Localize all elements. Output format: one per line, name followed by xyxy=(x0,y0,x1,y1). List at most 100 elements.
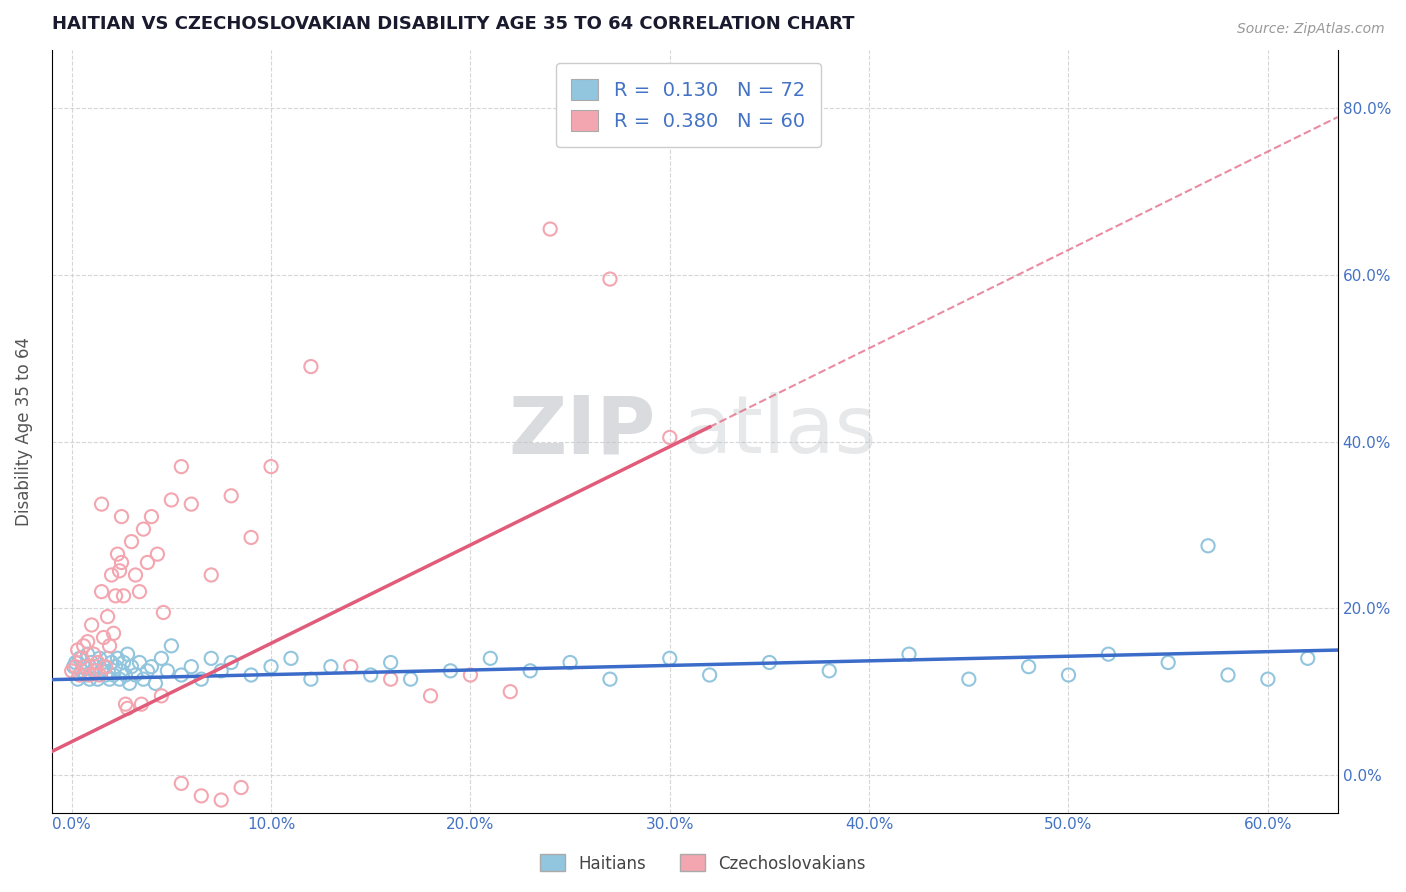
Point xyxy=(76,647,98,661)
Point xyxy=(180,497,202,511)
Point xyxy=(200,651,222,665)
Text: ZIP: ZIP xyxy=(509,392,657,470)
Point xyxy=(60,664,83,678)
Point xyxy=(280,651,302,665)
Point xyxy=(339,659,361,673)
Point xyxy=(84,659,107,673)
Point xyxy=(479,651,502,665)
Point xyxy=(160,492,183,507)
Point xyxy=(114,697,136,711)
Point xyxy=(209,664,232,678)
Point xyxy=(538,222,561,236)
Point xyxy=(124,568,146,582)
Point xyxy=(519,664,541,678)
Point xyxy=(599,272,621,286)
Point xyxy=(419,689,441,703)
Point xyxy=(146,547,169,561)
Point xyxy=(141,659,163,673)
Point xyxy=(1018,659,1040,673)
Point xyxy=(1057,668,1080,682)
Point xyxy=(65,656,87,670)
Point xyxy=(117,701,139,715)
Point xyxy=(758,656,780,670)
Point xyxy=(89,651,111,665)
Point xyxy=(62,659,84,673)
Point xyxy=(1197,539,1219,553)
Point xyxy=(69,668,91,682)
Point xyxy=(104,589,127,603)
Point xyxy=(110,509,132,524)
Point xyxy=(150,689,173,703)
Point xyxy=(380,672,402,686)
Point xyxy=(658,651,681,665)
Point xyxy=(112,589,135,603)
Legend: R =  0.130   N = 72, R =  0.380   N = 60: R = 0.130 N = 72, R = 0.380 N = 60 xyxy=(555,63,821,146)
Point xyxy=(152,606,174,620)
Point xyxy=(104,659,127,673)
Point xyxy=(141,509,163,524)
Point xyxy=(121,659,143,673)
Point xyxy=(200,568,222,582)
Point xyxy=(66,643,89,657)
Point xyxy=(132,672,155,686)
Point xyxy=(128,584,150,599)
Point xyxy=(93,631,115,645)
Point xyxy=(299,359,322,374)
Point xyxy=(83,664,105,678)
Point xyxy=(70,664,93,678)
Point xyxy=(260,459,283,474)
Point xyxy=(66,672,89,686)
Point xyxy=(72,639,94,653)
Point xyxy=(86,672,108,686)
Point xyxy=(107,547,129,561)
Point xyxy=(1296,651,1319,665)
Point xyxy=(93,659,115,673)
Point xyxy=(128,656,150,670)
Point xyxy=(90,497,112,511)
Point xyxy=(89,668,111,682)
Point xyxy=(132,522,155,536)
Point xyxy=(103,668,125,682)
Point xyxy=(90,664,112,678)
Text: Source: ZipAtlas.com: Source: ZipAtlas.com xyxy=(1237,22,1385,37)
Point xyxy=(114,668,136,682)
Point xyxy=(108,564,131,578)
Point xyxy=(70,651,93,665)
Point xyxy=(108,672,131,686)
Point xyxy=(94,659,117,673)
Point xyxy=(240,531,263,545)
Point xyxy=(118,676,141,690)
Point xyxy=(160,639,183,653)
Point xyxy=(75,668,97,682)
Text: HAITIAN VS CZECHOSLOVAKIAN DISABILITY AGE 35 TO 64 CORRELATION CHART: HAITIAN VS CZECHOSLOVAKIAN DISABILITY AG… xyxy=(52,15,855,33)
Point xyxy=(380,656,402,670)
Point xyxy=(399,672,422,686)
Y-axis label: Disability Age 35 to 64: Disability Age 35 to 64 xyxy=(15,336,32,525)
Point xyxy=(107,651,129,665)
Point xyxy=(1216,668,1239,682)
Point xyxy=(170,776,193,790)
Point xyxy=(190,789,212,803)
Point xyxy=(209,793,232,807)
Point xyxy=(76,634,98,648)
Point xyxy=(97,651,120,665)
Point xyxy=(72,659,94,673)
Point xyxy=(80,656,103,670)
Point xyxy=(112,656,135,670)
Point xyxy=(110,556,132,570)
Point xyxy=(360,668,382,682)
Point xyxy=(79,668,101,682)
Point xyxy=(499,684,522,698)
Point xyxy=(460,668,482,682)
Point xyxy=(110,664,132,678)
Point xyxy=(90,584,112,599)
Point xyxy=(98,672,121,686)
Point xyxy=(219,489,242,503)
Legend: Haitians, Czechoslovakians: Haitians, Czechoslovakians xyxy=(534,847,872,880)
Point xyxy=(75,659,97,673)
Point xyxy=(299,672,322,686)
Point xyxy=(79,672,101,686)
Point xyxy=(86,656,108,670)
Point xyxy=(117,647,139,661)
Point xyxy=(699,668,721,682)
